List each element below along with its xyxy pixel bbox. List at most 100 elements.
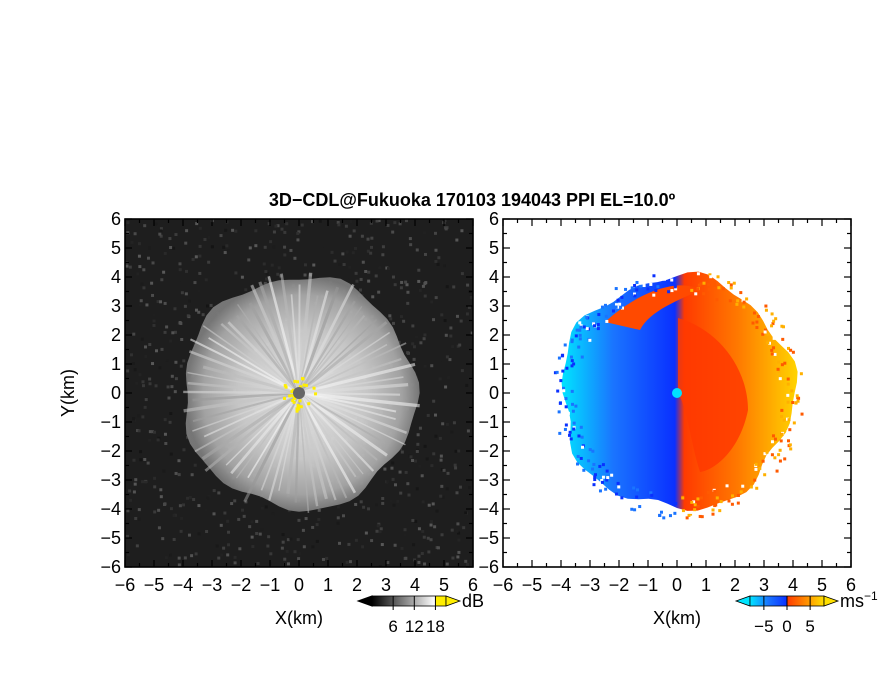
- noise-speck: [311, 545, 315, 549]
- noise-speck: [169, 553, 173, 557]
- noise-speck: [169, 411, 173, 415]
- velocity-speckle-pixel: [635, 280, 639, 284]
- reflectivity-ray: [194, 392, 300, 453]
- noise-speck: [421, 500, 425, 504]
- noise-speck: [188, 495, 192, 499]
- noise-speck: [269, 562, 273, 566]
- noise-speck: [293, 256, 297, 260]
- velocity-y-tick-label: −5: [478, 528, 499, 548]
- noise-speck: [293, 550, 297, 554]
- velocity-speckle-pixel: [786, 439, 790, 443]
- noise-speck: [452, 285, 456, 289]
- noise-speck: [367, 507, 371, 511]
- velocity-speckle-pixel: [719, 500, 723, 504]
- noise-speck: [457, 449, 461, 453]
- velocity-speckle-pixel: [642, 284, 646, 288]
- near-range-pixel: [282, 396, 286, 400]
- velocity-speckle-pixel: [771, 322, 775, 326]
- velocity-speckle-pixel: [780, 433, 784, 437]
- noise-speck: [333, 259, 337, 263]
- velocity-speckle-pixel: [571, 409, 575, 413]
- noise-speck: [140, 282, 144, 286]
- noise-speck: [194, 452, 198, 456]
- velocity-speckle-pixel: [681, 509, 685, 513]
- noise-speck: [459, 319, 463, 323]
- noise-speck: [438, 436, 442, 440]
- velocity-x-tick-label: 0: [672, 575, 682, 595]
- noise-speck: [132, 417, 136, 421]
- velocity-speckle-pixel: [611, 309, 615, 313]
- noise-speck: [179, 364, 183, 368]
- velocity-speckle-pixel: [796, 399, 800, 403]
- reflectivity-ray: [268, 392, 301, 501]
- velocity-speckle-pixel: [731, 494, 735, 498]
- noise-speck: [404, 280, 408, 284]
- velocity-speckle-pixel: [784, 341, 788, 345]
- velocity-speckle-pixel: [716, 275, 720, 279]
- noise-speck: [142, 286, 146, 290]
- noise-speck: [159, 227, 163, 231]
- noise-speck: [154, 222, 158, 226]
- noise-speck: [430, 364, 434, 368]
- reflectivity-y-axis-label: Y(km): [58, 369, 78, 417]
- reflectivity-ray: [298, 392, 357, 478]
- velocity-speckle-pixel: [693, 503, 697, 507]
- noise-speck: [411, 518, 415, 522]
- noise-speck: [157, 436, 161, 440]
- noise-speck: [152, 319, 156, 323]
- noise-speck: [209, 303, 213, 307]
- noise-speck: [388, 314, 392, 318]
- noise-speck: [297, 557, 301, 561]
- velocity-speckle-pixel: [564, 405, 568, 409]
- noise-speck: [434, 434, 438, 438]
- velocity-x-axis-label: X(km): [653, 608, 701, 628]
- velocity-speckle-pixel: [568, 430, 572, 434]
- noise-speck: [432, 399, 436, 403]
- noise-speck: [448, 358, 452, 362]
- noise-speck: [132, 458, 136, 462]
- noise-speck: [158, 366, 162, 370]
- noise-speck: [187, 533, 191, 537]
- velocity-speckle-pixel: [794, 401, 798, 405]
- velocity-speckle-pixel: [767, 341, 771, 345]
- noise-speck: [177, 459, 181, 463]
- velocity-speckle-pixel: [632, 486, 636, 490]
- noise-speck: [321, 557, 325, 561]
- noise-speck: [148, 343, 152, 347]
- noise-speck: [422, 535, 426, 539]
- reflectivity-ray: [298, 300, 356, 394]
- noise-speck: [163, 418, 167, 422]
- noise-speck: [458, 485, 462, 489]
- reflectivity-colorbar-tick-label: 6: [388, 617, 397, 636]
- noise-speck: [280, 546, 284, 550]
- velocity-speckle-pixel: [592, 462, 596, 466]
- noise-speck: [358, 288, 362, 292]
- reflectivity-ray: [203, 392, 300, 438]
- reflectivity-ray: [187, 381, 300, 395]
- noise-speck: [225, 244, 229, 248]
- near-range-pixel: [293, 396, 297, 400]
- noise-speck: [153, 430, 157, 434]
- velocity-speckle-pixel: [569, 437, 573, 441]
- velocity-speckle-pixel: [578, 328, 582, 332]
- near-range-pixel: [302, 383, 306, 387]
- noise-speck: [427, 550, 431, 554]
- noise-speck: [194, 255, 198, 259]
- noise-speck: [404, 556, 408, 560]
- noise-speck: [421, 284, 425, 288]
- reflectivity-ray: [298, 392, 310, 514]
- reflectivity-ray: [280, 273, 301, 394]
- noise-speck: [148, 430, 152, 434]
- noise-speck: [174, 377, 178, 381]
- noise-speck: [163, 432, 167, 436]
- noise-speck: [315, 539, 319, 543]
- velocity-speckle-pixel: [691, 512, 695, 516]
- reflectivity-ray: [192, 392, 300, 432]
- noise-speck: [277, 266, 281, 270]
- reflectivity-panel: −6 −5 −4 −3 −2 −1 0 1 2 3 4 5 6 6543210−1−2−3−4−5−6 …: [58, 209, 478, 628]
- reflectivity-ray: [298, 321, 388, 395]
- noise-speck: [250, 535, 254, 539]
- velocity-speckle-pixel: [598, 489, 602, 493]
- near-range-pixel: [314, 392, 318, 396]
- noise-speck: [336, 516, 340, 520]
